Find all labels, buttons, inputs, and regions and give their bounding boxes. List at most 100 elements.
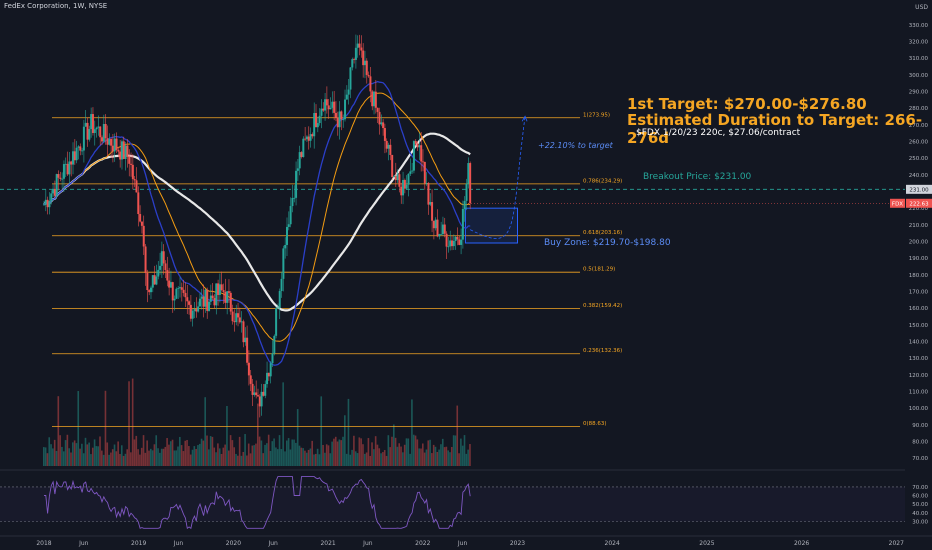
volume-bar [99,436,101,466]
ma-white-line [43,132,471,312]
candle-body [79,146,82,151]
volume-bar [101,450,103,466]
volume-bar [253,445,255,466]
volume-bar [222,447,225,466]
fib-levels: 1(273.95) 0.786(234.29) 0.618(203.16) 0.5(1… [52,112,622,427]
candle-body [204,289,207,307]
volume-bar [166,438,168,466]
candle-body [227,291,230,293]
volume-bar [302,448,304,466]
fib-label: 0.786(234.29) [583,178,622,184]
candle-body [295,170,298,198]
volume-bar [235,453,237,466]
candle-body [144,246,147,274]
x-tick-label: Jun [457,540,468,547]
volume-bar [351,449,353,466]
volume-bar [407,438,410,466]
volume-bar [298,445,301,466]
candle-body [280,278,283,292]
candle-body [189,304,192,319]
candle-body [416,143,419,148]
y-tick-label: 250.00 [909,156,929,162]
candle-body [429,202,432,205]
y-tick-label: 140.00 [909,340,929,346]
candle-body [164,263,167,271]
volume-bar [258,436,261,466]
volume-bar [213,447,216,466]
volume-bar [262,453,265,466]
volume-bar [392,424,395,466]
volume-bar [264,444,266,466]
candle-body [309,134,312,141]
volume-bar [79,448,81,466]
candle-body [287,224,290,227]
volume-bar [97,446,100,466]
y-tick-label: 210.00 [909,223,929,229]
volume-bar [305,452,308,466]
candle-body [427,182,430,205]
volume-bar [44,447,47,466]
candle-body [193,309,196,311]
volume-bar [220,453,223,466]
volume-bar [197,445,199,466]
candle-body [208,301,211,311]
volume-bar [391,436,393,466]
volume-bar [224,444,226,466]
candle-body [469,163,472,204]
x-tick-label: 2024 [605,540,620,547]
candle-body [173,298,176,301]
volume-bar [111,449,114,466]
candle-body [387,144,390,149]
volume-bar [400,446,402,466]
candle-body [84,122,87,127]
volume-bar [117,441,119,466]
volume-bar [102,454,105,466]
volume-bar [86,444,89,466]
candle-body [389,144,392,155]
candle-body [202,296,205,307]
volume-bar [46,453,49,466]
volume-bar [195,448,197,466]
candle-body [206,289,209,311]
volume-bar [278,435,281,466]
volume-bar [66,434,69,466]
volume-bar [438,449,440,466]
candle-body [226,291,229,303]
volume-bar [304,450,306,466]
candle-body [119,151,122,160]
candle-body [70,161,73,165]
volume-bar [218,448,221,466]
volume-bar [431,453,433,466]
volume-bar [48,437,51,466]
volume-bar [398,443,401,466]
volume-bar [122,455,125,466]
volume-bar [349,454,352,466]
volume-bar [151,450,154,466]
volume-bar [193,446,196,466]
y-tick-label: 200.00 [909,240,929,246]
candle-body [325,99,328,106]
volume-bar [356,453,359,466]
option-annotation: $FDX 1/20/23 220c, $27.06/contract [636,128,801,138]
candle-body [88,129,91,140]
candle-body [456,236,459,240]
volume-bar [467,449,469,466]
candle-body [461,208,464,240]
x-tick-label: 2026 [794,540,809,547]
volume-bar [369,455,372,466]
candle-body [217,283,220,295]
volume-bar [191,449,194,466]
candle-body [182,289,185,293]
volume-bar [144,452,147,466]
volume-bar [373,449,375,466]
candle-body [269,363,272,377]
candle-body [305,136,308,140]
candle-body [394,175,397,181]
candle-body [171,282,174,301]
x-tick-label: 2027 [889,540,904,547]
volume-bar [432,444,435,466]
candle-body [443,224,446,234]
volume-bar [365,452,368,466]
candle-body [66,163,69,175]
